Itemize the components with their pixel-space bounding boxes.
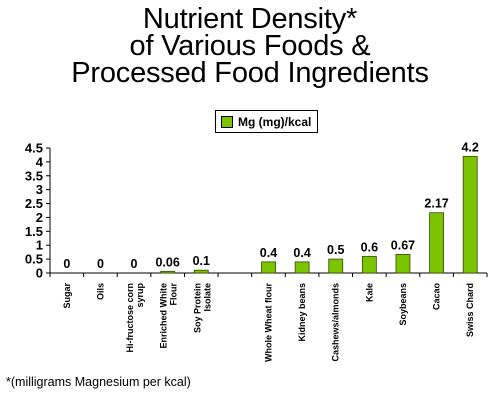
y-tick-label: 3.5 <box>25 168 43 183</box>
chart-title-line-1: Nutrient Density* <box>142 3 358 35</box>
y-tick-label: 2 <box>36 210 43 225</box>
chart-title-line-2: of Various Foods & <box>129 30 371 62</box>
data-label: 0.67 <box>391 238 415 252</box>
y-tick-label: 0.5 <box>25 252 43 267</box>
bar <box>361 255 377 274</box>
bar <box>160 270 176 274</box>
data-label: 4.2 <box>461 140 478 154</box>
footnote: *(milligrams Magnesium per kcal) <box>6 375 191 389</box>
x-tick-label: Whole Wheat flour <box>264 283 274 362</box>
data-label: 0 <box>63 257 70 271</box>
bar <box>429 212 444 274</box>
legend-swatch <box>221 115 233 128</box>
chart-legend: Mg (mg)/kcal <box>215 110 319 133</box>
x-tick-label: Kidney beans <box>297 283 307 342</box>
data-label: 0 <box>97 257 104 271</box>
bar <box>328 258 344 274</box>
x-tick-label: Kale <box>364 283 374 302</box>
data-label: 0.1 <box>193 254 210 268</box>
bar <box>193 269 209 274</box>
x-tick-label: Sugar <box>62 283 72 309</box>
y-tick-label: 4.5 <box>25 141 43 156</box>
x-tick-label: Oils <box>95 283 105 300</box>
x-tick-label: Cashews/almonds <box>331 283 341 362</box>
y-tick-label: 1 <box>36 238 43 253</box>
x-tick-label: Soybeans <box>398 283 408 326</box>
y-tick-label: 3 <box>36 182 43 197</box>
data-label: 0 <box>131 257 138 271</box>
x-tick-label: Cacao <box>432 283 442 311</box>
bar <box>462 155 478 274</box>
data-label: 0.6 <box>361 240 378 254</box>
data-label: 2.17 <box>424 197 448 211</box>
x-tick-label: Swiss Chard <box>465 283 475 337</box>
y-tick-label: 1.5 <box>25 224 43 239</box>
y-tick-label: 2.5 <box>25 196 43 211</box>
chart-title: Nutrient Density* of Various Foods & Pro… <box>0 3 500 89</box>
chart-title-line-3: Processed Food Ingredients <box>71 57 429 89</box>
bar <box>395 253 411 274</box>
bar <box>261 261 276 274</box>
x-tick-label: Soy ProteinIsolate <box>192 283 212 333</box>
data-label: 0.4 <box>260 246 277 260</box>
y-tick-label: 4 <box>36 154 44 169</box>
data-label: 0.5 <box>327 243 344 257</box>
bar <box>294 261 310 274</box>
y-tick-label: 0 <box>36 266 43 281</box>
data-label: 0.4 <box>293 246 310 260</box>
x-tick-label: Enriched WhiteFlour <box>159 283 179 349</box>
data-label: 0.06 <box>155 255 179 269</box>
x-tick-label: Hi-fructose cornsyrup <box>125 283 145 353</box>
legend-label: Mg (mg)/kcal <box>238 114 312 129</box>
